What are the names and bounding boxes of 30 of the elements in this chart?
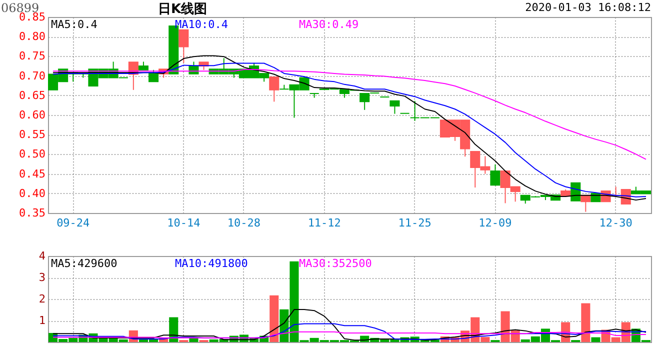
y-tick-label: 0.40 <box>19 186 46 200</box>
y-tick-label: 0.80 <box>19 30 46 44</box>
x-tick-label: 10-14 <box>167 216 201 230</box>
y-tick-label: 2 <box>38 292 46 306</box>
x-tick-label: 12-09 <box>478 216 512 230</box>
y-tick-label: 0.70 <box>19 69 46 82</box>
y-tick-label: 0.85 <box>19 10 46 24</box>
y-tick-label: 0.50 <box>19 148 46 161</box>
text: MA30:0.49 <box>299 18 359 31</box>
x-tick-label: 10-28 <box>227 216 261 230</box>
y-tick-label: 0.35 <box>19 206 46 220</box>
y-tick-label: 0.65 <box>19 88 46 102</box>
text: MA10:491800 <box>175 257 248 270</box>
x-tick-label: 12-30 <box>599 216 632 230</box>
y-tick-label: 0.55 <box>19 128 46 142</box>
text: MA30:352500 <box>299 257 372 270</box>
y-tick-label: 4 <box>38 250 46 262</box>
y-tick-label: 1 <box>38 314 46 327</box>
text: MA10:0.4 <box>175 18 228 31</box>
text: MA5:429600 <box>51 257 118 270</box>
text: 2020-01-03 16:08:12 <box>525 1 651 14</box>
y-tick-label: 0.60 <box>19 108 46 122</box>
chart-title: 日K线图 <box>158 2 208 17</box>
y-tick-label: 0.75 <box>19 50 46 63</box>
x-tick-label: 09-24 <box>56 216 90 230</box>
x-tick-label: 11-25 <box>398 216 432 230</box>
text: MA5:0.4 <box>51 18 98 31</box>
y-tick-label: 0.45 <box>19 167 46 180</box>
y-tick-label: 3 <box>38 271 46 284</box>
x-tick-label: 11-12 <box>308 216 341 230</box>
